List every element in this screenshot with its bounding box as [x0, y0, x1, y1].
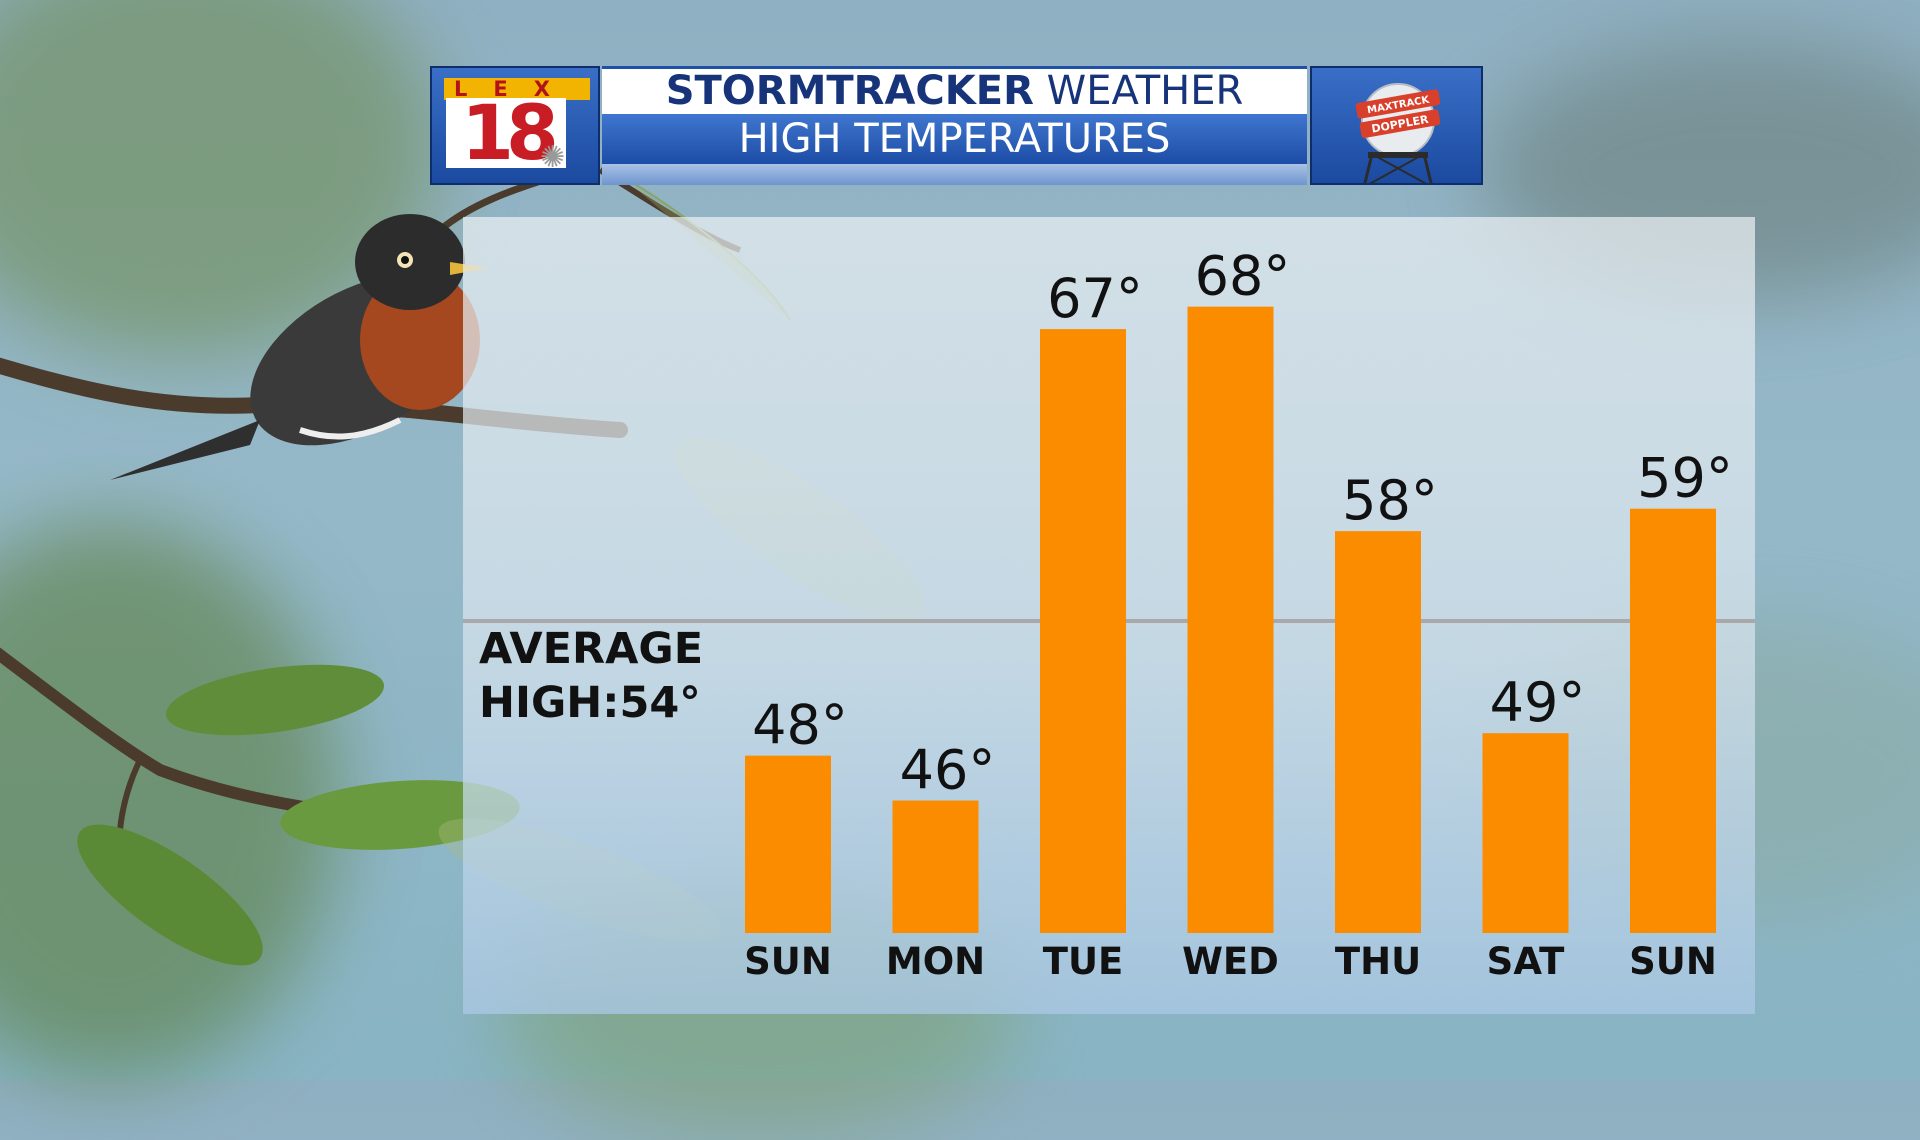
title-rest: WEATHER	[1046, 68, 1244, 114]
header-banner: LEX 18 ✺ STORMTRACKER WEATHER HIGH TEMPE…	[430, 66, 1483, 187]
category-label-4: THU	[1335, 940, 1421, 983]
bar-2	[1040, 329, 1126, 934]
bar-5	[1482, 733, 1569, 933]
value-label-5: 49°	[1490, 671, 1586, 734]
bar-chart: AVERAGE HIGH:54° 48° SUN 46° MON 67° TUE 68° WE…	[463, 245, 1755, 983]
page-title: HIGH TEMPERATURES	[602, 114, 1307, 164]
value-label-0: 48°	[752, 694, 848, 757]
station-logo-lex: LEX	[444, 78, 590, 100]
chart-panel: AVERAGE HIGH:54° 48° SUN 46° MON 67° TUE 68° WE…	[463, 217, 1755, 1014]
station-logo-number: 18	[446, 95, 566, 171]
category-label-5: SAT	[1487, 940, 1565, 983]
value-label-1: 46°	[900, 739, 996, 802]
title-strip	[602, 164, 1307, 185]
category-label-3: WED	[1182, 940, 1279, 983]
radar-tower-icon: MAXTRACK DOPPLER	[1355, 83, 1441, 183]
title-bold: STORMTRACKER	[665, 68, 1034, 114]
average-label-line2: HIGH:54°	[479, 678, 701, 728]
value-label-3: 68°	[1195, 245, 1291, 308]
category-label-0: SUN	[744, 940, 832, 983]
robin-illustration	[110, 214, 488, 480]
bar-4	[1335, 531, 1421, 933]
category-label-2: TUE	[1043, 940, 1124, 983]
bar-6	[1630, 508, 1716, 933]
value-label-6: 59°	[1637, 447, 1733, 510]
value-label-2: 67°	[1047, 267, 1143, 330]
average-label-line1: AVERAGE	[479, 624, 703, 674]
title-block: STORMTRACKER WEATHER HIGH TEMPERATURES	[602, 66, 1307, 185]
peacock-icon: ✺	[540, 140, 566, 175]
station-logo: LEX 18 ✺	[430, 66, 600, 185]
radar-logo: MAXTRACK DOPPLER	[1310, 66, 1483, 185]
bars-group: 48° SUN 46° MON 67° TUE 68° WED 58° THU 49° SAT 59° S…	[744, 245, 1733, 983]
value-label-4: 58°	[1342, 469, 1438, 532]
bar-3	[1187, 306, 1274, 933]
category-label-1: MON	[886, 940, 985, 983]
category-label-6: SUN	[1629, 940, 1717, 983]
title-line: STORMTRACKER WEATHER	[602, 66, 1307, 114]
bar-0	[745, 755, 831, 933]
bar-1	[892, 800, 979, 933]
